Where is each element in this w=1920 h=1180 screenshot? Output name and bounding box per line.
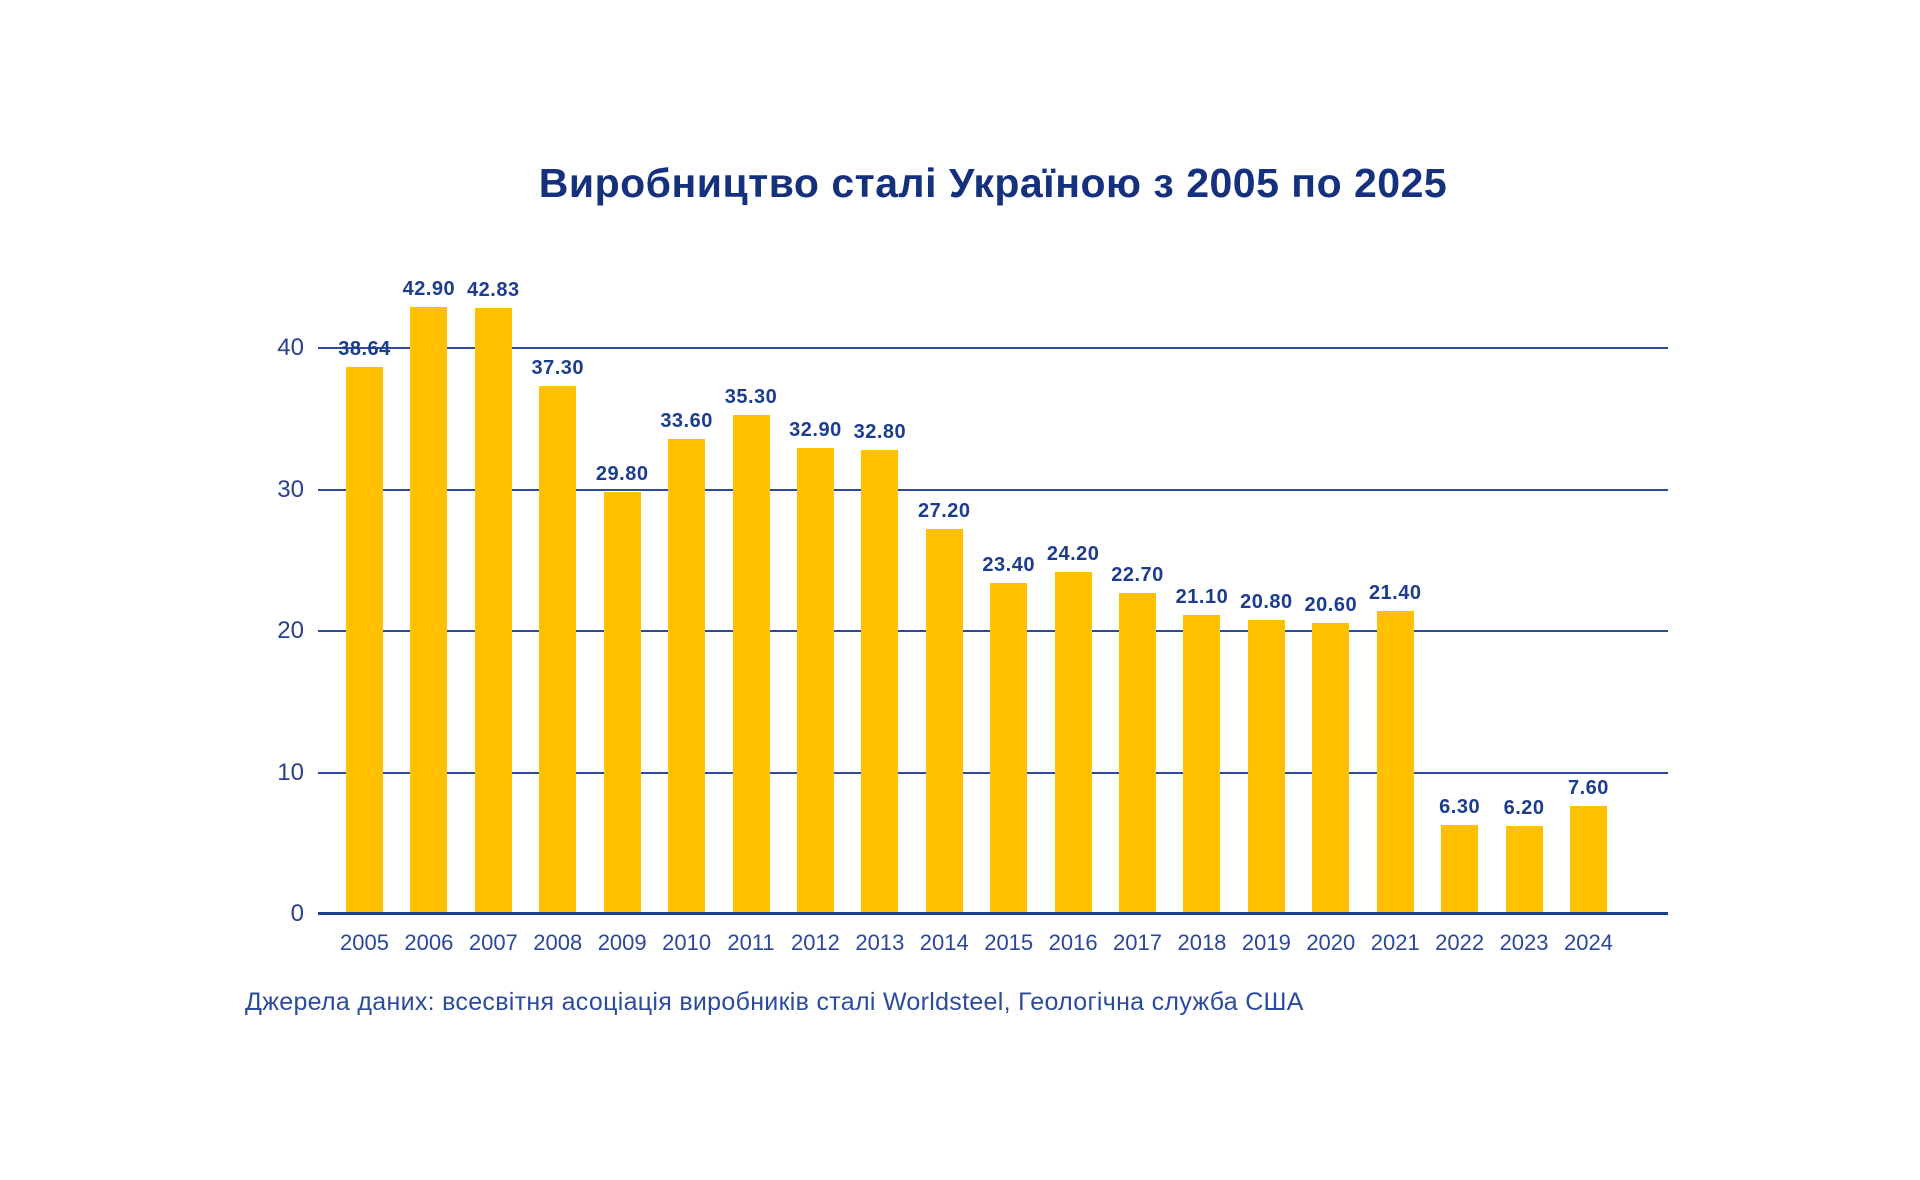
x-axis-tick-label-2006: 2006	[404, 930, 454, 955]
bar-value-label-2021: 21.40	[1368, 582, 1422, 605]
bar-value-label-2009: 29.80	[595, 463, 649, 486]
bar-value-label-2018: 21.10	[1175, 586, 1229, 609]
bar-value-label-2014: 27.20	[917, 500, 971, 523]
y-axis-tick-label-30: 30	[277, 475, 304, 503]
x-axis-tick-label-2012: 2012	[790, 930, 840, 955]
x-axis-tick-label-2021: 2021	[1370, 930, 1420, 955]
bar-2013	[861, 449, 899, 914]
x-axis-tick-label-2009: 2009	[597, 930, 647, 955]
bar-2016	[1054, 571, 1092, 914]
bar-value-label-2011: 35.30	[724, 385, 778, 408]
x-axis-tick-label-2018: 2018	[1177, 930, 1227, 955]
gridline-30	[318, 488, 1668, 491]
y-axis-tick-label-20: 20	[277, 617, 304, 644]
bar-value-label-2015: 23.40	[982, 553, 1035, 576]
bar-2021	[1376, 611, 1414, 914]
bar-value-label-2020: 20.60	[1304, 593, 1358, 616]
bar-2007	[474, 307, 512, 914]
bar-value-label-2022: 6.30	[1439, 795, 1481, 818]
x-axis-tick-label-2023: 2023	[1499, 930, 1549, 955]
x-axis-tick-label-2008: 2008	[533, 930, 583, 955]
bar-value-label-2023: 6.20	[1503, 797, 1545, 820]
bar-value-label-2024: 7.60	[1568, 777, 1609, 800]
bar-2022	[1441, 824, 1479, 914]
x-axis-tick-label-2017: 2017	[1113, 930, 1163, 955]
bar-2015	[990, 582, 1028, 914]
bar-2010	[668, 438, 706, 914]
bar-2018	[1183, 615, 1221, 914]
bar-2008	[539, 386, 577, 914]
bar-value-label-2013: 32.80	[853, 420, 907, 443]
bar-2011	[732, 414, 770, 914]
x-axis-tick-label-2011: 2011	[727, 930, 775, 955]
bar-2020	[1312, 622, 1350, 914]
bar-value-label-2012: 32.90	[789, 419, 842, 442]
y-axis-tick-label-0: 0	[290, 900, 304, 927]
bar-2014	[925, 529, 963, 914]
bar-value-label-2017: 22.70	[1111, 563, 1164, 586]
x-axis-tick-label-2016: 2016	[1048, 930, 1098, 955]
bar-2006	[410, 306, 448, 914]
bar-2024	[1569, 806, 1607, 914]
bar-2017	[1119, 592, 1157, 914]
source-note: Джерела даних: всесвітня асоціація вироб…	[245, 988, 1304, 1016]
bar-2019	[1247, 619, 1285, 914]
y-axis-tick-label-40: 40	[277, 334, 304, 361]
x-axis-tick-label-2010: 2010	[662, 930, 712, 955]
x-axis-line	[318, 912, 1668, 915]
bar-2009	[603, 492, 641, 914]
x-axis-tick-label-2014: 2014	[919, 930, 969, 955]
bar-value-label-2016: 24.20	[1046, 542, 1100, 565]
x-axis-tick-label-2007: 2007	[468, 930, 518, 955]
bar-value-label-2005: 38.64	[338, 338, 391, 361]
bar-2023	[1505, 826, 1543, 914]
chart-title: Виробництво сталі Україною з 2005 по 202…	[538, 160, 1448, 206]
x-axis-tick-label-2020: 2020	[1306, 930, 1356, 955]
x-axis-tick-label-2013: 2013	[855, 930, 905, 955]
gridline-40	[318, 347, 1668, 349]
bar-value-label-2006: 42.90	[402, 277, 456, 300]
bar-value-label-2007: 42.83	[467, 278, 520, 301]
bar-2012	[796, 448, 834, 914]
bar-value-label-2008: 37.30	[531, 357, 585, 380]
x-axis-tick-label-2015: 2015	[984, 930, 1034, 955]
x-axis-tick-label-2024: 2024	[1563, 930, 1613, 955]
bar-2005	[346, 367, 383, 914]
x-axis-tick-label-2019: 2019	[1241, 930, 1291, 955]
y-axis-tick-label-10: 10	[277, 758, 304, 786]
x-axis-tick-label-2022: 2022	[1435, 930, 1485, 955]
x-axis-tick-label-2005: 2005	[340, 930, 389, 955]
plot-area: 0 10 20 30 40 38.64 2005 42.90 2006 42.83 2007 37.3…	[277, 278, 1668, 955]
bar-value-label-2010: 33.60	[660, 409, 713, 432]
bar-value-label-2019: 20.80	[1240, 590, 1293, 613]
